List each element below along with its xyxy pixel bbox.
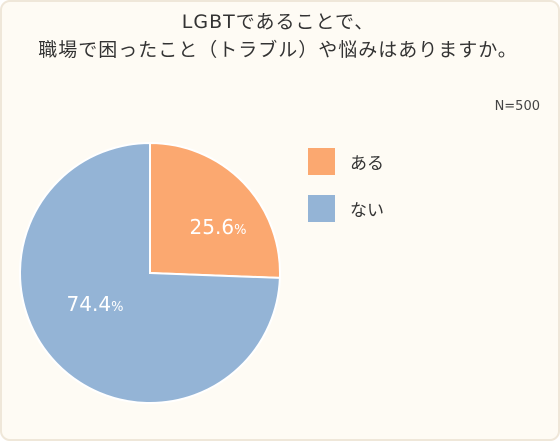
legend-label-aru: ある bbox=[350, 154, 384, 174]
slice-value-label-nai: 74.4% bbox=[67, 292, 124, 316]
legend-swatch-nai bbox=[308, 195, 335, 222]
sample-size-label: N=500 bbox=[494, 99, 540, 114]
slice-value-label-aru: 25.6% bbox=[190, 215, 247, 239]
chart-title-line-2: 職場で困ったこと（トラブル）や悩みはありますか。 bbox=[38, 39, 518, 61]
chart-title: LGBTであることで、 職場で困ったこと（トラブル）や悩みはありますか。 bbox=[0, 8, 556, 64]
legend-swatch-aru bbox=[308, 148, 335, 175]
chart-title-line-1: LGBTであることで、 bbox=[181, 11, 375, 33]
pie-slice-aru bbox=[149, 141, 281, 279]
pie-slice-nai bbox=[19, 141, 281, 404]
legend-item-nai: ない bbox=[308, 195, 384, 222]
legend-item-aru: ある bbox=[308, 148, 384, 175]
legend-label-nai: ない bbox=[350, 201, 384, 221]
